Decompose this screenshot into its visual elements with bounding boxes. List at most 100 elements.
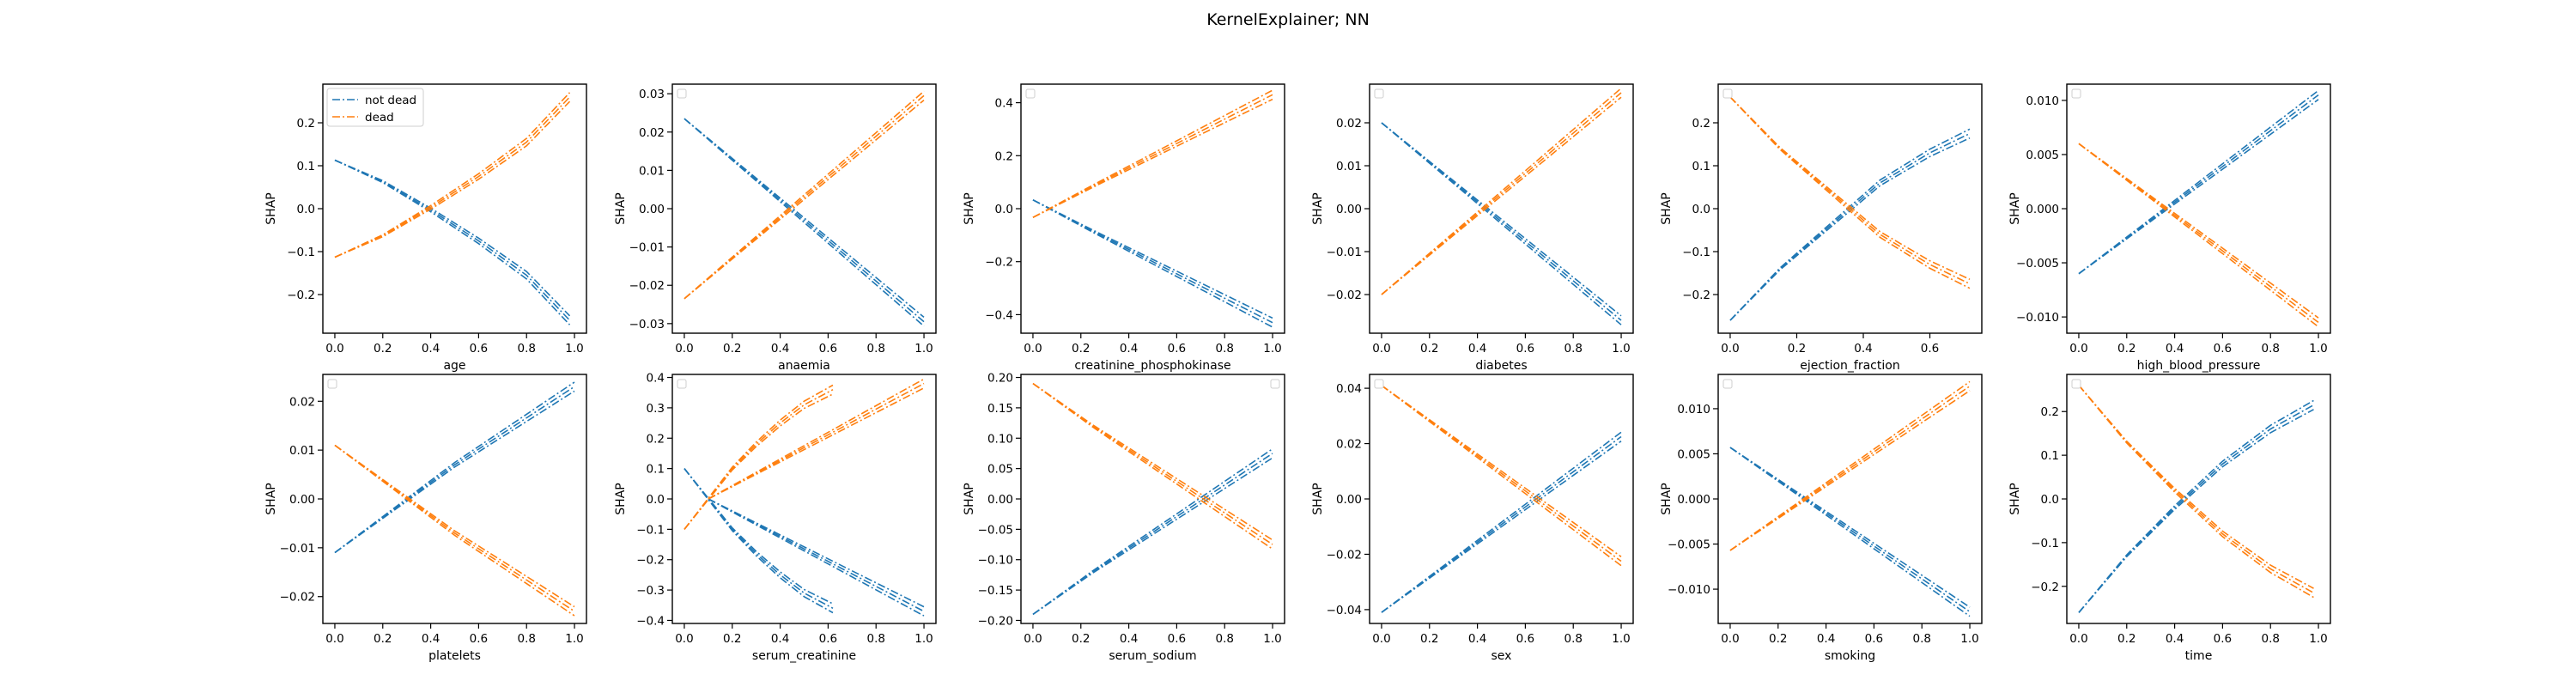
x-tick-label: 0.6 bbox=[470, 342, 488, 356]
y-tick-label: −0.01 bbox=[1327, 246, 1362, 259]
y-axis-label: SHAP bbox=[264, 192, 278, 224]
x-tick-label: 0.0 bbox=[1721, 342, 1739, 356]
x-axis-label: smoking bbox=[1825, 649, 1875, 663]
series-line-dead bbox=[334, 92, 571, 258]
y-tick-label: 0.1 bbox=[1692, 160, 1710, 173]
x-axis-label: high_blood_pressure bbox=[2137, 359, 2261, 373]
x-tick-label: 0.2 bbox=[723, 342, 741, 356]
series-line-dead bbox=[334, 444, 575, 617]
series-line-not-dead bbox=[2078, 404, 2314, 613]
axes-frame bbox=[1369, 374, 1634, 624]
series-line-not-dead bbox=[1729, 447, 1971, 612]
x-tick-label: 0.2 bbox=[1072, 342, 1090, 356]
y-axis-label: SHAP bbox=[614, 483, 628, 514]
series-line-dead bbox=[1729, 386, 1971, 551]
x-tick-label: 0.2 bbox=[1072, 632, 1090, 646]
series-line-dead bbox=[1032, 382, 1273, 541]
series-line-not-dead bbox=[683, 118, 925, 319]
x-axis-label: serum_creatinine bbox=[752, 649, 856, 663]
x-axis-label: serum_sodium bbox=[1109, 649, 1196, 663]
x-tick-label: 0.6 bbox=[470, 632, 488, 646]
series-line-dead bbox=[1729, 96, 1971, 285]
y-axis-label: SHAP bbox=[264, 483, 278, 514]
y-tick-label: 0.000 bbox=[2026, 203, 2059, 216]
x-tick-label: 0.8 bbox=[866, 632, 884, 646]
series-line-not-dead bbox=[1729, 447, 1971, 608]
y-tick-label: −0.3 bbox=[636, 584, 665, 598]
y-tick-label: 0.0 bbox=[2041, 493, 2059, 507]
series-line-not-dead bbox=[683, 468, 834, 610]
y-tick-label: 0.2 bbox=[2041, 405, 2059, 419]
subplot-age: 0.0 0.2 0.4 0.6 0.8 1.0 −0.2 −0.1 0.0 0.1 0.2 age SH… bbox=[264, 83, 587, 373]
series-line-not-dead bbox=[1032, 453, 1273, 616]
legend-placeholder bbox=[327, 379, 337, 389]
x-tick-label: 1.0 bbox=[565, 342, 583, 356]
series-line-dead bbox=[1032, 98, 1273, 218]
y-tick-label: 0.15 bbox=[987, 402, 1013, 416]
x-tick-label: 0.0 bbox=[1024, 342, 1042, 356]
series-line-not-dead bbox=[708, 498, 925, 608]
legend-label: dead bbox=[365, 111, 394, 125]
series-line-dead bbox=[334, 444, 575, 612]
y-tick-label: 0.2 bbox=[647, 432, 665, 446]
y-tick-label: −0.2 bbox=[1682, 289, 1710, 302]
series-line-dead bbox=[2078, 143, 2319, 328]
series-line-dead bbox=[683, 99, 925, 300]
y-tick-label: 0.4 bbox=[647, 372, 665, 386]
y-tick-label: 0.005 bbox=[2026, 149, 2059, 162]
axes-frame bbox=[2066, 83, 2331, 334]
series-line-not-dead bbox=[1032, 199, 1273, 328]
x-tick-label: 0.4 bbox=[1817, 632, 1835, 646]
x-tick-label: 0.8 bbox=[1215, 632, 1233, 646]
series-line-dead bbox=[334, 100, 571, 258]
y-tick-label: −0.2 bbox=[636, 554, 665, 568]
series-line-dead bbox=[1729, 390, 1971, 551]
series-line-not-dead bbox=[2078, 99, 2319, 275]
x-tick-label: 0.0 bbox=[675, 342, 693, 356]
subplot-anaemia: 0.0 0.2 0.4 0.6 0.8 1.0 −0.03 −0.02 −0.01 0.00 0.0… bbox=[614, 83, 937, 373]
series-line-not-dead bbox=[1381, 441, 1622, 613]
series-line-not-dead bbox=[683, 468, 834, 614]
y-tick-label: −0.4 bbox=[636, 614, 665, 628]
x-tick-label: 1.0 bbox=[2309, 342, 2327, 356]
legend-placeholder bbox=[2071, 379, 2081, 389]
x-tick-label: 0.4 bbox=[1120, 342, 1138, 356]
x-tick-label: 0.8 bbox=[1564, 342, 1582, 356]
series-line-not-dead bbox=[334, 386, 575, 554]
y-tick-label: 0.0 bbox=[1692, 203, 1710, 216]
x-tick-label: 0.2 bbox=[1420, 342, 1438, 356]
y-tick-label: −0.2 bbox=[287, 289, 315, 302]
y-tick-label: −0.05 bbox=[978, 523, 1013, 537]
y-tick-label: 0.03 bbox=[639, 88, 665, 101]
x-tick-label: 0.6 bbox=[1865, 632, 1883, 646]
x-tick-label: 0.4 bbox=[2166, 342, 2184, 356]
x-tick-label: 0.6 bbox=[819, 342, 837, 356]
y-tick-label: 0.05 bbox=[987, 463, 1013, 477]
legend-placeholder bbox=[1722, 379, 1733, 389]
legend-placeholder bbox=[677, 88, 687, 99]
series-line-not-dead bbox=[334, 159, 571, 317]
series-line-not-dead bbox=[334, 390, 575, 554]
subplot-creatinine_phosphokinase: 0.0 0.2 0.4 0.6 0.8 1.0 −0.4 −0.2 0.0 0.2 0.4 creat… bbox=[963, 83, 1285, 373]
subplot-diabetes: 0.0 0.2 0.4 0.6 0.8 1.0 −0.02 −0.01 0.00 0.01 0.02… bbox=[1311, 83, 1634, 373]
x-tick-label: 1.0 bbox=[914, 632, 933, 646]
y-tick-label: 0.00 bbox=[1336, 203, 1362, 216]
x-axis-label: platelets bbox=[428, 649, 481, 663]
y-tick-label: −0.1 bbox=[287, 246, 315, 259]
y-tick-label: 0.0 bbox=[647, 493, 665, 507]
x-tick-label: 0.6 bbox=[1921, 342, 1939, 356]
series-line-not-dead bbox=[2078, 399, 2314, 613]
y-tick-label: −0.005 bbox=[1668, 538, 1710, 552]
x-tick-label: 0.4 bbox=[2166, 632, 2184, 646]
series-line-not-dead bbox=[1381, 122, 1622, 325]
x-axis-label: diabetes bbox=[1475, 359, 1527, 373]
y-tick-label: −0.02 bbox=[1327, 289, 1362, 302]
x-tick-label: 0.6 bbox=[1168, 342, 1186, 356]
series-line-not-dead bbox=[2078, 89, 2319, 275]
x-tick-label: 0.6 bbox=[2214, 632, 2232, 646]
y-tick-label: 0.00 bbox=[289, 493, 315, 507]
y-tick-label: −0.04 bbox=[1327, 604, 1362, 617]
subplot-high_blood_pressure: 0.0 0.2 0.4 0.6 0.8 1.0 −0.010 −0.005 0.000 0.005… bbox=[2008, 83, 2331, 373]
series-line-not-dead bbox=[708, 498, 925, 617]
series-line-dead bbox=[683, 388, 834, 530]
